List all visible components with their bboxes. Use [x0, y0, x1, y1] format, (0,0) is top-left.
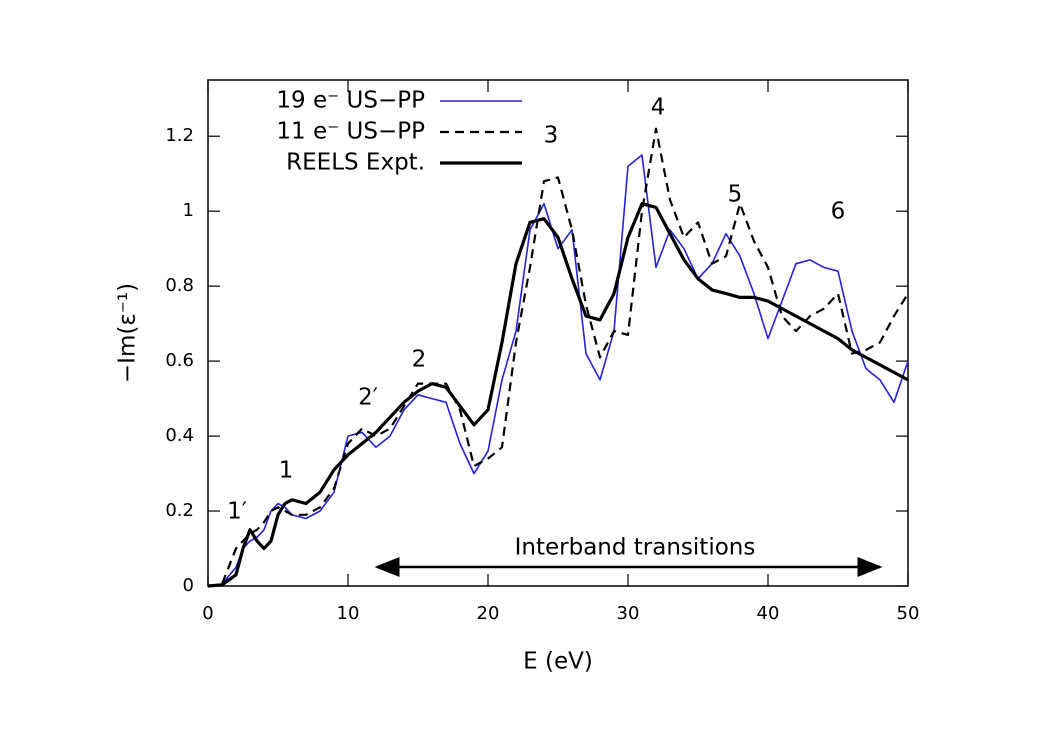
data-line [207, 202, 909, 588]
x-tick-label: 20 [477, 603, 500, 624]
legend-label: REELS Expt. [286, 150, 425, 176]
y-tick-label: 1.2 [165, 125, 194, 146]
plot-frame [207, 79, 909, 587]
annotation: 2′ [358, 385, 378, 411]
annotation: 1′ [227, 499, 247, 525]
data-line [207, 127, 909, 588]
annotation: 1 [279, 458, 294, 484]
y-tick-label: 0.2 [165, 500, 194, 521]
annotation: 2 [412, 347, 427, 373]
legend-label: 11 e⁻ US−PP [276, 119, 425, 145]
annotation: 6 [831, 199, 846, 225]
x-axis-label: E (eV) [523, 649, 593, 675]
annotation: 5 [728, 182, 743, 208]
y-tick-label: 1 [183, 200, 194, 221]
y-axis-label: −Im(ε⁻¹) [115, 283, 141, 383]
annotation: Interband transitions [515, 535, 756, 561]
annotation: 3 [544, 123, 559, 149]
y-tick-label: 0.4 [165, 425, 194, 446]
x-tick-label: 40 [757, 603, 780, 624]
x-tick-label: 10 [337, 603, 360, 624]
x-tick-label: 30 [617, 603, 640, 624]
y-tick-label: 0.6 [165, 350, 194, 371]
x-tick-label: 50 [897, 603, 920, 624]
annotation: 4 [651, 95, 666, 121]
x-tick-label: 0 [202, 603, 213, 624]
legend-label: 19 e⁻ US−PP [276, 88, 425, 114]
data-line [207, 154, 909, 587]
y-tick-label: 0.8 [165, 275, 194, 296]
y-tick-label: 0 [183, 575, 194, 596]
